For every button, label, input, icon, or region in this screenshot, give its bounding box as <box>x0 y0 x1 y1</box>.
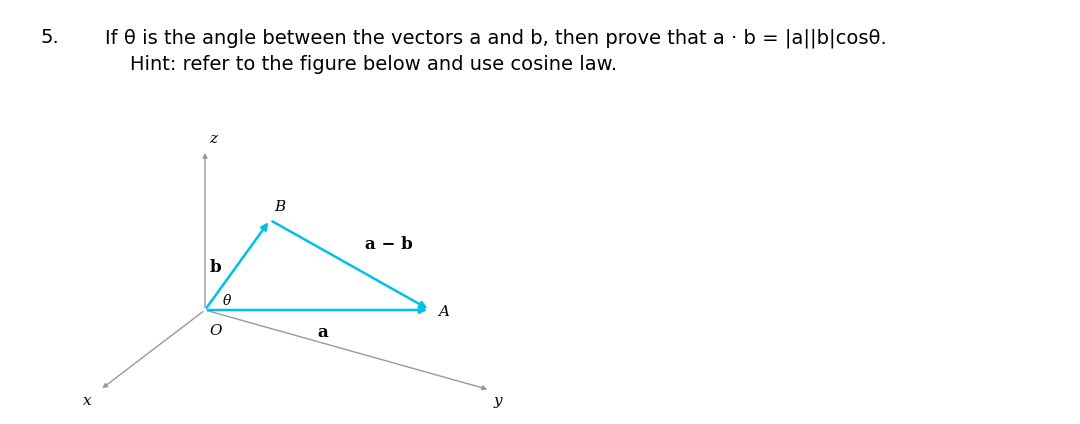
Text: z: z <box>210 132 217 146</box>
Text: y: y <box>494 394 502 408</box>
Text: a: a <box>318 324 328 341</box>
Text: O: O <box>210 324 221 338</box>
Text: If θ is the angle between the vectors a and b, then prove that a · b = |a||b|cos: If θ is the angle between the vectors a … <box>105 28 887 47</box>
Text: x: x <box>83 394 92 408</box>
Text: A: A <box>438 305 449 319</box>
Text: θ: θ <box>222 294 231 308</box>
Text: 5.: 5. <box>40 28 58 47</box>
Text: B: B <box>274 200 285 214</box>
Text: a − b: a − b <box>365 236 413 253</box>
Text: b: b <box>210 259 221 276</box>
Text: Hint: refer to the figure below and use cosine law.: Hint: refer to the figure below and use … <box>130 55 617 74</box>
